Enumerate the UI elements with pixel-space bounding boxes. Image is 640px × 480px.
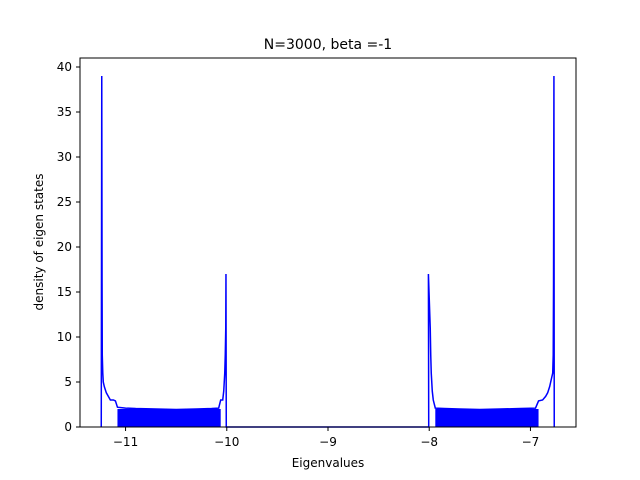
y-axis-label: density of eigen states — [32, 174, 46, 311]
y-tick-label: 40 — [57, 60, 72, 74]
series-line-0 — [100, 75, 555, 428]
y-tick-label: 0 — [64, 420, 72, 434]
x-tick-label: −10 — [214, 435, 239, 449]
x-tick-label: −9 — [319, 435, 337, 449]
density-fill-0 — [117, 409, 221, 427]
axes-frame — [79, 57, 577, 428]
y-tick-label: 25 — [57, 195, 72, 209]
y-axis: 0 5 10 15 20 25 30 35 40 — [57, 60, 80, 434]
density-fill-1 — [435, 409, 539, 427]
series-band-0 — [110, 400, 542, 409]
x-tick-label: −11 — [113, 435, 138, 449]
y-tick-label: 20 — [57, 240, 72, 254]
y-tick-label: 10 — [57, 330, 72, 344]
x-tick-label: −8 — [420, 435, 438, 449]
x-axis: −11 −10 −9 −8 −7 — [113, 427, 539, 449]
chart-title: N=3000, beta =-1 — [264, 37, 392, 53]
y-tick-label: 15 — [57, 285, 72, 299]
plot-area — [100, 75, 555, 428]
y-tick-label: 30 — [57, 150, 72, 164]
y-tick-label: 5 — [64, 375, 72, 389]
x-tick-label: −7 — [522, 435, 540, 449]
y-tick-label: 35 — [57, 105, 72, 119]
x-axis-label: Eigenvalues — [292, 456, 365, 470]
